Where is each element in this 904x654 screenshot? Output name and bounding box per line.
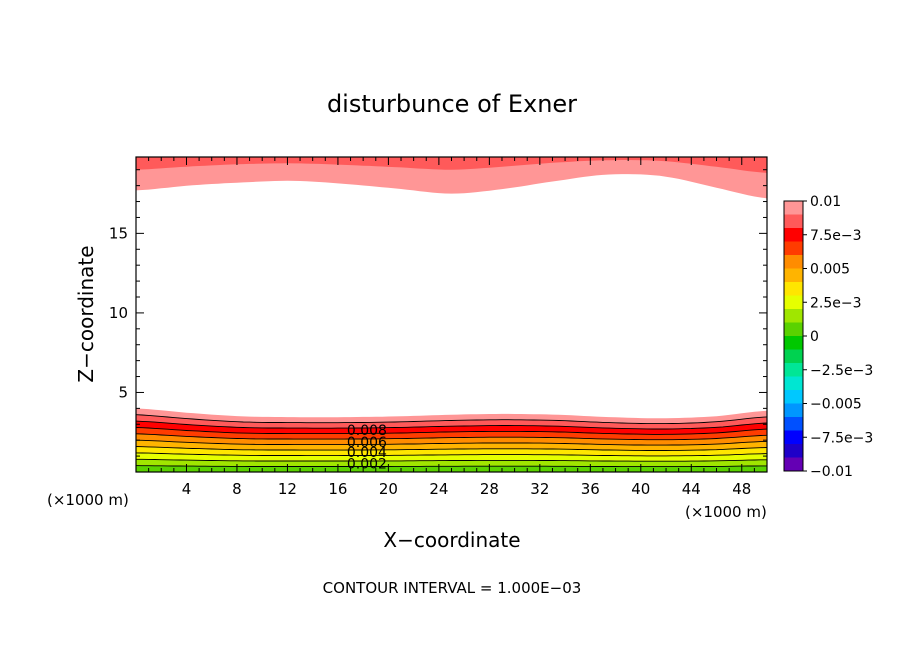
colorbar-segment: [784, 430, 803, 445]
lower-band-layer: [136, 433, 767, 446]
x-unit-right: (×1000 m): [685, 503, 767, 521]
colorbar-segment: [784, 322, 803, 337]
x-axis-label: X−coordinate: [383, 528, 520, 552]
contour-line: [136, 439, 767, 446]
y-axis-label: Z−coordinate: [74, 245, 98, 382]
x-unit-left: (×1000 m): [47, 491, 129, 509]
x-tick-label: 8: [232, 480, 242, 498]
lower-band-layer: [136, 408, 767, 424]
lower-band-layer: [136, 446, 767, 456]
colorbar-segment: [784, 417, 803, 431]
colorbar-label: 2.5e−3: [810, 295, 862, 311]
colorbar-segment: [784, 309, 803, 323]
colorbar-label: −2.5e−3: [810, 363, 873, 379]
x-tick-label: 40: [631, 480, 650, 498]
colorbar-segment: [784, 214, 803, 229]
contour-line: [136, 414, 767, 425]
lower-band-layer: [136, 440, 767, 451]
y-axis-ticks: 5 10 15: [109, 169, 767, 457]
colorbar-segment: [784, 444, 803, 458]
colorbar-segment: [784, 403, 803, 418]
contour-line: [136, 446, 767, 451]
colorbar-label: 7.5e−3: [810, 228, 862, 244]
lower-band-layer: [136, 414, 767, 429]
contour-line: [136, 420, 767, 430]
contour-label: 0.004: [347, 445, 387, 461]
colorbar-segment: [784, 255, 803, 269]
x-tick-label: 12: [278, 480, 297, 498]
contour-line: [136, 427, 767, 435]
colorbar-label: 0.01: [810, 194, 841, 210]
contour-label: 0.006: [347, 435, 387, 451]
colorbar-label: 0: [810, 329, 819, 345]
x-tick-label: 44: [682, 480, 701, 498]
colorbar-segment: [784, 457, 803, 472]
x-tick-label: 36: [581, 480, 600, 498]
contour-line: [136, 433, 767, 441]
chart-title: disturbunce of Exner: [327, 90, 577, 118]
x-tick-label: 24: [429, 480, 448, 498]
colorbar-segment: [784, 201, 803, 215]
x-tick-label: 4: [182, 480, 192, 498]
colorbar-segment: [784, 228, 803, 242]
colorbar-segment: [784, 336, 803, 350]
contour-line: [136, 465, 767, 468]
contour-label: 0.008: [347, 423, 387, 439]
contour-line: [136, 458, 767, 462]
colorbar-segment: [784, 376, 803, 391]
x-tick-label: 20: [379, 480, 398, 498]
colorbar-segment: [784, 349, 803, 364]
contour-line: [136, 452, 767, 457]
contour-label: 0.002: [347, 456, 387, 472]
filled-contour-bands: [136, 157, 767, 472]
lower-band-layer: [136, 427, 767, 440]
colorbar-label: −7.5e−3: [810, 430, 873, 446]
colorbar-label: −0.005: [810, 397, 862, 413]
colorbar-segment: [784, 363, 803, 377]
contour-lines: [136, 414, 767, 468]
y-tick-label: 5: [118, 383, 128, 401]
x-tick-label: 16: [328, 480, 347, 498]
lower-band-layer: [136, 421, 767, 435]
x-axis-ticks: 4 8 12 16 20 24 28 32 36 40 44 48: [148, 157, 755, 498]
colorbar-segment: [784, 390, 803, 404]
y-tick-label: 10: [109, 304, 128, 322]
contour-interval-footer: CONTOUR INTERVAL = 1.000E−03: [323, 579, 582, 597]
colorbar-segment: [784, 295, 803, 310]
x-tick-label: 48: [732, 480, 751, 498]
y-tick-label: 15: [109, 224, 128, 242]
x-tick-label: 32: [530, 480, 549, 498]
lower-band-layer: [136, 452, 767, 462]
x-tick-label: 28: [480, 480, 499, 498]
colorbar-segment: [784, 282, 803, 296]
colorbar-segment: [784, 268, 803, 283]
upper-band-layer: [136, 157, 767, 199]
upper-band-layer: [136, 157, 767, 173]
colorbar-label: −0.01: [810, 464, 853, 480]
colorbar: 0.01 7.5e−3 0.005 2.5e−3 0 −2.5e−3 −0.005 −7.5e…: [783, 194, 873, 480]
colorbar-segment: [784, 241, 803, 256]
colorbar-label: 0.005: [810, 262, 850, 278]
